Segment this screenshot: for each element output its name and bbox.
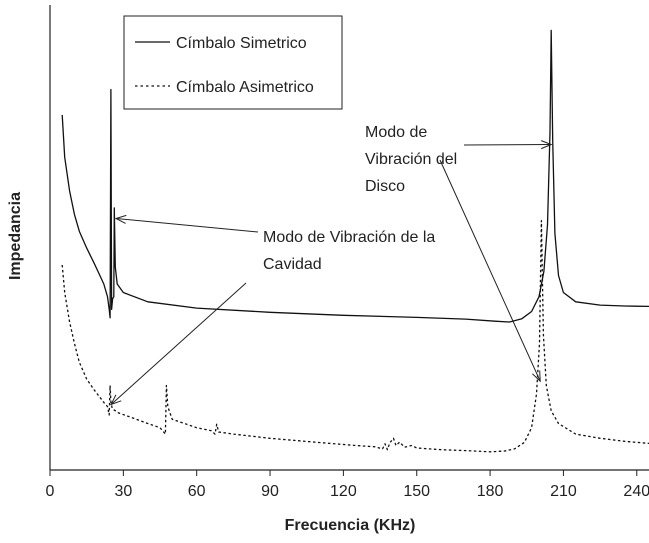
x-tick-label: 90 (261, 483, 279, 500)
annotation-arrow-line (110, 282, 247, 405)
annotation-layer: Modo de Vibración del Disco Modo de Vibr… (110, 124, 553, 406)
x-tick-label: 150 (403, 483, 430, 500)
x-tick-label: 180 (477, 483, 504, 500)
x-tick-label: 120 (330, 483, 357, 500)
annotation-arrowhead (110, 394, 122, 406)
x-tick-label: 0 (46, 483, 55, 500)
x-tick-label: 240 (623, 483, 649, 500)
y-axis-title: Impedancia (7, 192, 24, 280)
annotation-arrowhead (541, 140, 553, 150)
x-tick-label: 30 (114, 483, 132, 500)
legend: Címbalo Simetrico Címbalo Asimetrico (123, 15, 343, 110)
annotation-arrow-line (439, 159, 541, 382)
annotation-cavity-line-2: Cavidad (263, 256, 322, 273)
annotation-arrowhead (532, 370, 541, 383)
annotation-disk-line-3: Disco (365, 178, 405, 195)
series-line-simetrico (61, 29, 649, 323)
annotation-arrow-line (463, 144, 552, 146)
legend-label-asymmetric: Címbalo Asimetrico (176, 79, 314, 96)
legend-frame (123, 15, 343, 110)
annotation-arrow-line (115, 217, 259, 233)
x-axis-ticks: 0 30 60 90 120 150 180 210 240 (46, 470, 649, 500)
annotation-arrowhead (114, 214, 127, 224)
series-line-asimetrico (61, 219, 649, 453)
annotation-disk-line-1: Modo de (365, 124, 427, 141)
series-layer (61, 29, 649, 453)
x-tick-label: 210 (550, 483, 577, 500)
legend-label-symmetric: Címbalo Simetrico (176, 35, 307, 52)
annotation-disk-line-2: Vibración del (365, 151, 457, 168)
annotation-arrows (110, 140, 553, 406)
annotation-cavity-line-1: Modo de Vibración de la (263, 229, 435, 246)
plot-frame (49, 5, 649, 471)
x-tick-label: 60 (188, 483, 206, 500)
x-axis-title: Frecuencia (KHz) (285, 517, 416, 534)
